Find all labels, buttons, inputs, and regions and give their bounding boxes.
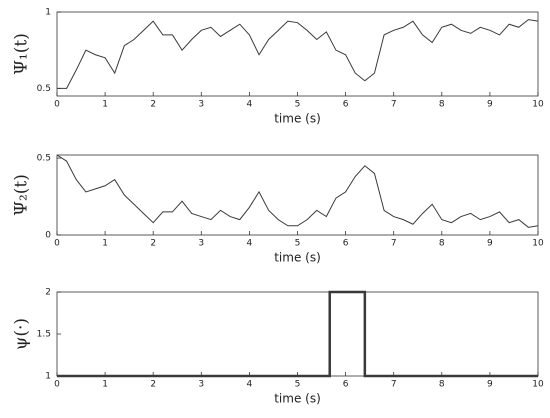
x-tick-label: 10 xyxy=(532,239,544,249)
x-tick-label: 3 xyxy=(198,100,204,110)
x-tick-label: 5 xyxy=(295,239,301,249)
x-tick-label: 3 xyxy=(198,380,204,390)
y-tick-label: 1.5 xyxy=(37,330,51,340)
plot-area xyxy=(56,154,539,236)
x-tick-label: 10 xyxy=(532,100,544,110)
x-tick-label: 9 xyxy=(487,239,493,249)
x-tick-label: 4 xyxy=(247,100,253,110)
x-tick-label: 5 xyxy=(295,380,301,390)
x-tick-label: 8 xyxy=(439,380,445,390)
x-tick-label: 9 xyxy=(487,100,493,110)
y-tick-label: 2 xyxy=(45,288,51,298)
plot-area xyxy=(56,11,539,97)
data-line xyxy=(57,19,539,89)
x-tick-label: 1 xyxy=(102,380,108,390)
x-axis-label: time (s) xyxy=(274,112,321,126)
x-tick-label: 8 xyxy=(439,100,445,110)
x-tick-label: 9 xyxy=(487,380,493,390)
x-tick-label: 3 xyxy=(198,239,204,249)
x-tick-label: 6 xyxy=(343,100,349,110)
x-tick-label: 10 xyxy=(532,380,544,390)
x-axis-label: time (s) xyxy=(274,392,321,406)
y-axis-label: Ψ₁(t) xyxy=(12,33,32,75)
x-axis-label: time (s) xyxy=(274,251,321,265)
x-tick-label: 6 xyxy=(343,380,349,390)
x-tick-label: 7 xyxy=(391,380,397,390)
x-tick-label: 6 xyxy=(343,239,349,249)
y-axis-label: Ψ₂(t) xyxy=(12,174,32,216)
data-line xyxy=(57,290,538,378)
x-tick-label: 8 xyxy=(439,239,445,249)
x-tick-label: 0 xyxy=(54,239,60,249)
x-tick-label: 7 xyxy=(391,100,397,110)
y-axis-label: ψ(·) xyxy=(12,318,32,350)
y-tick-label: 1 xyxy=(45,372,51,382)
x-tick-label: 7 xyxy=(391,239,397,249)
x-tick-label: 5 xyxy=(295,100,301,110)
y-tick-label: 0.5 xyxy=(37,84,51,94)
x-tick-label: 0 xyxy=(54,380,60,390)
x-tick-label: 1 xyxy=(102,100,108,110)
x-tick-label: 4 xyxy=(247,380,253,390)
plot-area xyxy=(56,291,539,377)
y-tick-label: 1 xyxy=(45,8,51,18)
x-tick-label: 1 xyxy=(102,239,108,249)
x-tick-label: 2 xyxy=(150,100,156,110)
x-tick-label: 4 xyxy=(247,239,253,249)
data-line xyxy=(56,154,539,228)
x-tick-label: 0 xyxy=(54,100,60,110)
x-tick-label: 2 xyxy=(150,239,156,249)
y-tick-label: 0.5 xyxy=(37,154,51,164)
y-tick-label: 0 xyxy=(45,231,51,241)
x-tick-label: 2 xyxy=(150,380,156,390)
